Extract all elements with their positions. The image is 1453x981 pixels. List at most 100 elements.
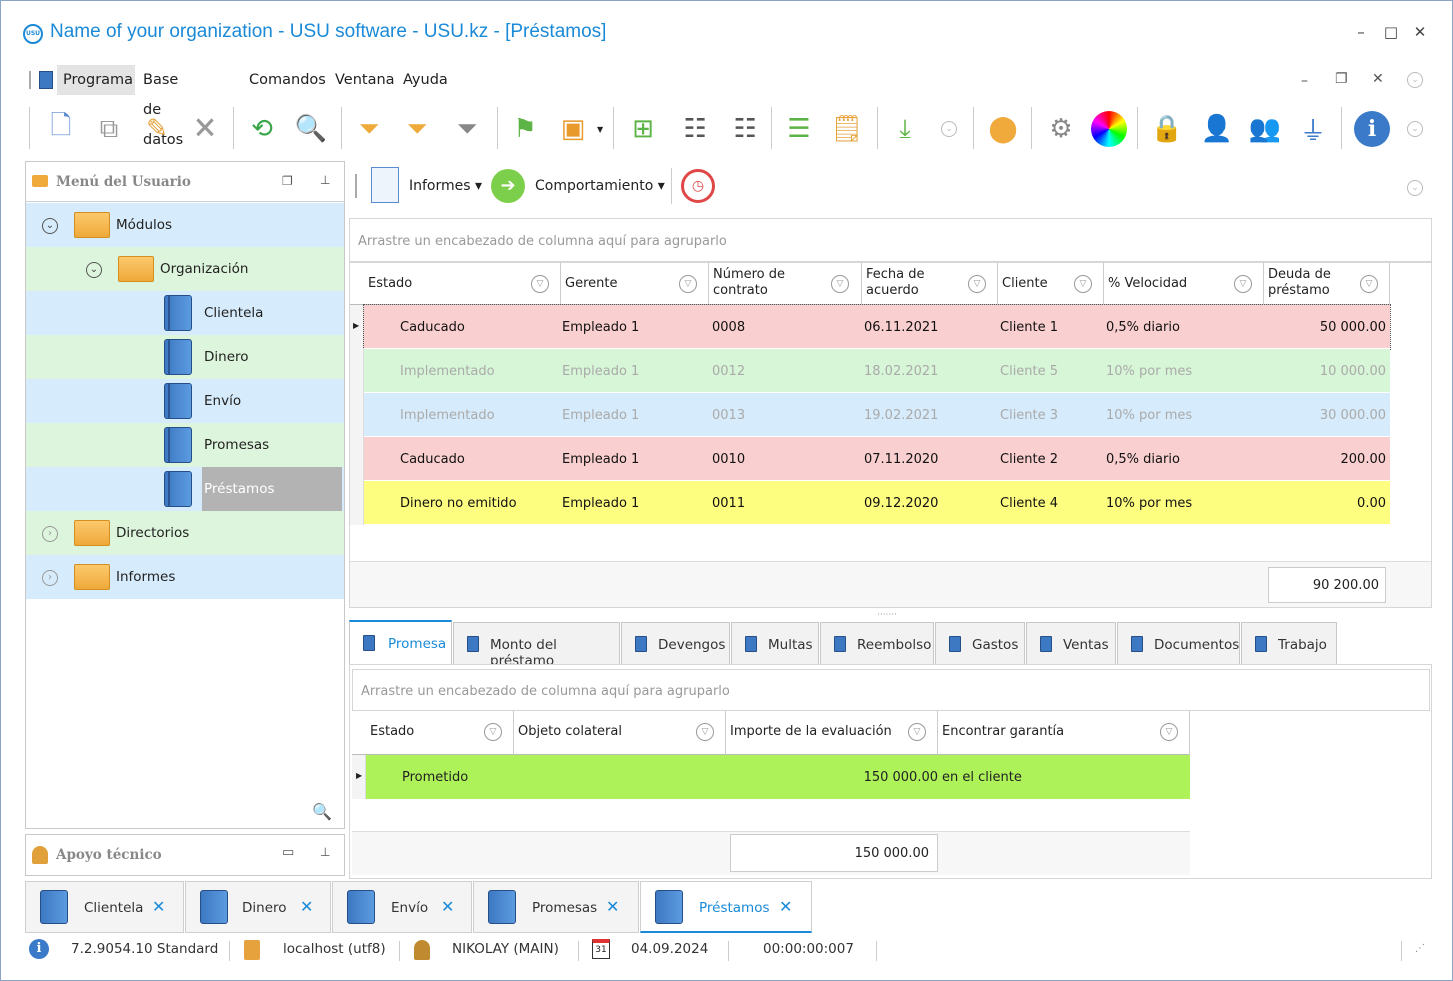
picture-icon[interactable]: ▣ xyxy=(560,114,586,144)
resize-grip-icon[interactable]: ⋰ xyxy=(1415,943,1425,954)
pin-icon[interactable]: ⊥ xyxy=(320,845,331,859)
table-row[interactable]: Dinero no emitido Empleado 1 0011 09.12.202… xyxy=(350,481,1390,525)
filter-icon[interactable]: ▽ xyxy=(1360,275,1378,293)
delete-icon[interactable]: 🗙 xyxy=(195,111,215,141)
maximize-panel-icon[interactable]: ▭ xyxy=(282,845,295,860)
mdi-close-button[interactable]: ✕ xyxy=(1372,71,1384,87)
filter-icon[interactable]: ▽ xyxy=(968,275,986,293)
tree-expand-icon[interactable]: ☷ xyxy=(683,114,707,144)
add-row-icon[interactable]: ⊞ xyxy=(632,114,654,144)
filter-icon[interactable]: ▽ xyxy=(696,723,714,741)
pin-icon[interactable]: ⊥ xyxy=(320,173,331,187)
col-gerente[interactable]: Gerente ▽ xyxy=(561,263,709,305)
doc-tab-prestamos[interactable]: Préstamos ✕ xyxy=(640,881,812,933)
tree-item-informes[interactable]: › Informes xyxy=(26,555,344,599)
copy-icon[interactable]: ⧉ xyxy=(99,113,119,144)
close-icon[interactable]: ✕ xyxy=(441,897,455,916)
mdi-minimize-button[interactable]: – xyxy=(1301,73,1308,89)
filter-edit-icon[interactable]: ⏷ xyxy=(406,113,428,144)
menu-ayuda[interactable]: Ayuda xyxy=(403,72,448,88)
download-icon[interactable]: ⤓ xyxy=(899,113,911,144)
settings-gear-icon[interactable]: ⚙ xyxy=(1049,114,1073,144)
tree-item-prestamos[interactable]: Préstamos xyxy=(26,467,344,511)
arrow-right-icon[interactable]: ➔ xyxy=(491,169,525,203)
col-cliente[interactable]: Cliente ▽ xyxy=(998,263,1104,305)
tab-reembolso[interactable]: Reembolso xyxy=(820,622,934,664)
flag-icon[interactable]: ⚑ xyxy=(513,114,537,144)
tab-gastos[interactable]: Gastos xyxy=(935,622,1025,664)
col-estado[interactable]: Estado ▽ xyxy=(366,711,514,755)
refresh-icon[interactable]: ⟲ xyxy=(251,114,273,144)
tab-trabajo[interactable]: Trabajo xyxy=(1241,622,1337,664)
expand-icon[interactable]: › xyxy=(42,570,58,586)
table-row[interactable]: Implementado Empleado 1 0012 18.02.2021 Clie… xyxy=(350,349,1390,393)
menu-base-de-datos[interactable]: Base de datos xyxy=(143,72,184,148)
reports-menu-button[interactable]: Informes ▾ xyxy=(409,178,483,194)
col-importe[interactable]: Importe de la evaluación ▽ xyxy=(726,711,938,755)
close-icon[interactable]: ✕ xyxy=(606,897,620,916)
filter-icon[interactable]: ▽ xyxy=(531,275,549,293)
new-document-icon[interactable]: 🗋 xyxy=(50,111,72,141)
picture-dropdown-icon[interactable]: ▼ xyxy=(597,125,604,134)
toolbar-expand2-icon[interactable]: ⌄ xyxy=(1407,121,1423,137)
filter-icon[interactable]: ▽ xyxy=(831,275,849,293)
tab-multas[interactable]: Multas xyxy=(731,622,819,664)
doc-tab-promesas[interactable]: Promesas ✕ xyxy=(473,881,639,933)
search-icon[interactable]: 🔍 xyxy=(294,114,328,144)
splitter-grip[interactable]: ······· xyxy=(877,610,898,620)
tree-item-organizacion[interactable]: ⌄ Organización xyxy=(26,247,344,291)
maximize-button[interactable]: □ xyxy=(1383,23,1399,41)
toolbar-expand-icon[interactable]: ⌄ xyxy=(941,121,957,137)
filter-icon[interactable]: ▽ xyxy=(1160,723,1178,741)
col-objeto[interactable]: Objeto colateral ▽ xyxy=(514,711,726,755)
tab-devengos[interactable]: Devengos xyxy=(621,622,730,664)
tree-item-directorios[interactable]: › Directorios xyxy=(26,511,344,555)
menu-programa[interactable]: Programa xyxy=(57,65,135,95)
tree-item-modulos[interactable]: ⌄ Módulos xyxy=(26,203,344,247)
tree-collapse-icon[interactable]: ☷ xyxy=(733,114,757,144)
detail-group-by-hint[interactable]: Arrastre un encabezado de columna aquí p… xyxy=(352,669,1430,711)
clock-icon[interactable]: ◷ xyxy=(681,169,715,203)
filter-icon[interactable]: ▽ xyxy=(1074,275,1092,293)
filter-apply-icon[interactable]: ⏷ xyxy=(456,113,478,144)
group-by-hint[interactable]: Arrastre un encabezado de columna aquí p… xyxy=(349,218,1432,262)
col-garantia[interactable]: Encontrar garantía ▽ xyxy=(938,711,1190,755)
expand-icon[interactable]: › xyxy=(42,526,58,542)
menu-ventana[interactable]: Ventana xyxy=(335,72,395,88)
user-icon[interactable]: 👤 xyxy=(1200,114,1234,144)
expand-icon[interactable]: ⌄ xyxy=(1407,72,1423,88)
filter-icon[interactable]: ⏷ xyxy=(358,113,380,144)
tree-item-clientela[interactable]: Clientela xyxy=(26,291,344,335)
collapse-icon[interactable]: ⌄ xyxy=(42,218,58,234)
info-icon[interactable]: i xyxy=(1354,111,1390,147)
users-icon[interactable]: 👥 xyxy=(1248,114,1282,144)
color-wheel-icon[interactable] xyxy=(1091,111,1127,147)
mdi-restore-button[interactable]: ❐ xyxy=(1335,71,1348,87)
tree-item-promesas[interactable]: Promesas xyxy=(26,423,344,467)
float-panel-icon[interactable]: ❐ xyxy=(282,174,293,188)
doc-tab-clientela[interactable]: Clientela ✕ xyxy=(25,881,184,933)
notes-icon[interactable]: 🗒 xyxy=(830,114,864,144)
edit-icon[interactable]: ✎ xyxy=(146,114,168,144)
table-row[interactable]: Caducado Empleado 1 0010 07.11.2020 Cliente … xyxy=(350,437,1390,481)
tab-promesa[interactable]: Promesa xyxy=(349,620,452,664)
filter-icon[interactable]: ▽ xyxy=(1234,275,1252,293)
close-icon[interactable]: ✕ xyxy=(152,897,166,916)
doc-tab-dinero[interactable]: Dinero ✕ xyxy=(185,881,331,933)
detail-row[interactable]: ▶ Prometido 150 000.00 en el cliente xyxy=(352,755,1190,799)
filter-icon[interactable]: ▽ xyxy=(484,723,502,741)
tree-item-dinero[interactable]: Dinero xyxy=(26,335,344,379)
doc-tab-envio[interactable]: Envío ✕ xyxy=(332,881,472,933)
tab-ventas[interactable]: Ventas xyxy=(1026,622,1116,664)
col-numero[interactable]: Número de contrato ▽ xyxy=(709,263,862,305)
insert-column-icon[interactable]: ☰ xyxy=(787,114,811,144)
table-row[interactable]: Implementado Empleado 1 0013 19.02.2021 Clie… xyxy=(350,393,1390,437)
module-expand-icon[interactable]: ⌄ xyxy=(1407,180,1423,196)
close-icon[interactable]: ✕ xyxy=(779,897,793,916)
menu-comandos[interactable]: Comandos xyxy=(249,72,326,88)
table-row[interactable]: ▶ Caducado Empleado 1 0008 06.11.2021 Cliente… xyxy=(350,304,1391,350)
filter-icon[interactable]: ▽ xyxy=(679,275,697,293)
minimize-button[interactable]: – xyxy=(1357,23,1365,41)
col-estado[interactable]: Estado ▽ xyxy=(364,263,561,305)
col-velocidad[interactable]: % Velocidad ▽ xyxy=(1104,263,1264,305)
